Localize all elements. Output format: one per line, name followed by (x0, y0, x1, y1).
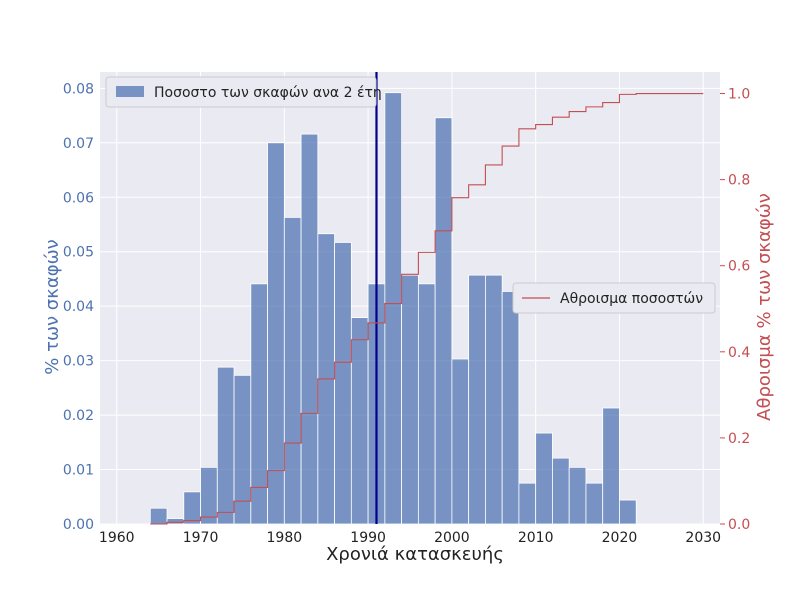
histogram-bar-1972 (216, 366, 235, 525)
histogram-bar-2014 (568, 466, 587, 525)
y-right-tick-label: 0.4 (728, 345, 750, 361)
y-left-tick-label: 0.07 (63, 136, 94, 152)
histogram-bar-2012 (552, 457, 570, 525)
y-right-tick-label: 1.0 (728, 87, 750, 103)
y-left-tick-label: 0.06 (63, 190, 94, 206)
legend-left: Ποσοστο των σκαφών ανα 2 έτη (105, 76, 382, 108)
x-tick-label: 2020 (602, 530, 638, 546)
y-right-tick-label: 0.6 (728, 259, 750, 275)
bars-group (149, 92, 637, 525)
y-left-tick-label: 0.01 (63, 463, 94, 479)
x-tick-label: 1980 (267, 530, 303, 546)
y-right-axis-label: Αθροισμα % των σκαφών (754, 193, 775, 421)
legend-right-box (512, 282, 716, 314)
histogram-bar-2006 (501, 291, 520, 525)
x-tick-label: 2000 (434, 530, 470, 546)
histogram-bar-1976 (250, 283, 268, 525)
legend-right: Αθροισμα ποσοστών (512, 282, 716, 314)
histogram-bar-1992 (384, 92, 403, 525)
histogram-bar-2018 (602, 407, 620, 525)
cumulative-step-line (150, 92, 704, 525)
y-left-axis-label: % των σκαφών (42, 239, 63, 374)
histogram-bar-1982 (300, 133, 319, 525)
x-tick-label: 2010 (518, 530, 554, 546)
histogram-bar-1964 (149, 507, 168, 525)
y-right-tick-label: 0.0 (728, 517, 750, 533)
histogram-bar-1988 (350, 317, 369, 525)
x-tick-label: 2030 (685, 530, 721, 546)
histogram-bar-2020 (619, 499, 637, 525)
y-left-tick-label: 0.03 (63, 354, 94, 370)
y-left-tick-label: 0.08 (63, 81, 94, 97)
histogram-bar-1978 (267, 142, 285, 525)
histogram-bar-2000 (451, 358, 470, 525)
legend-line-label: Αθροισμα ποσοστών (560, 291, 703, 307)
y-right-tick-label: 0.8 (728, 173, 750, 189)
legend-bar-swatch (116, 86, 144, 97)
histogram-bar-2008 (518, 482, 537, 525)
y-left-tick-label: 0.02 (63, 408, 94, 424)
histogram-bar-1998 (434, 117, 453, 525)
legend-left-box (105, 76, 377, 108)
histogram-bar-2010 (535, 432, 553, 525)
y-left-tick-label: 0.00 (63, 517, 94, 533)
legend-bar-label: Ποσοστο των σκαφών ανα 2 έτη (154, 85, 382, 101)
x-axis-label: Χρονιά κατασκευής (326, 544, 504, 565)
histogram-bar-2016 (585, 482, 604, 525)
cumulative-step-group (150, 92, 704, 525)
histogram-bar-2004 (485, 274, 503, 525)
y-right-tick-label: 0.2 (728, 431, 750, 447)
y-right-tick-labels: 0.0 0.2 0.4 0.6 0.8 1.0 (720, 87, 750, 533)
x-tick-label: 1960 (99, 530, 135, 546)
histogram-bar-1966 (166, 518, 185, 525)
y-left-tick-label: 0.04 (63, 299, 94, 315)
y-left-tick-labels: 0.00 0.01 0.02 0.03 0.04 0.05 0.06 0.07 0.08 (63, 81, 94, 533)
histogram-bar-1980 (283, 217, 302, 525)
histogram-bar-2002 (468, 274, 486, 525)
x-tick-labels: 1960 1970 1980 1990 2000 2010 2020 2030 (99, 530, 721, 546)
y-left-tick-label: 0.05 (63, 245, 94, 261)
histogram-bar-1968 (183, 491, 201, 525)
x-tick-label: 1970 (183, 530, 219, 546)
histogram-bar-1994 (401, 274, 419, 525)
histogram-bar-1986 (334, 242, 352, 525)
histogram-bar-1996 (417, 283, 436, 525)
x-tick-label: 1990 (350, 530, 386, 546)
histogram-bar-1970 (200, 466, 218, 525)
